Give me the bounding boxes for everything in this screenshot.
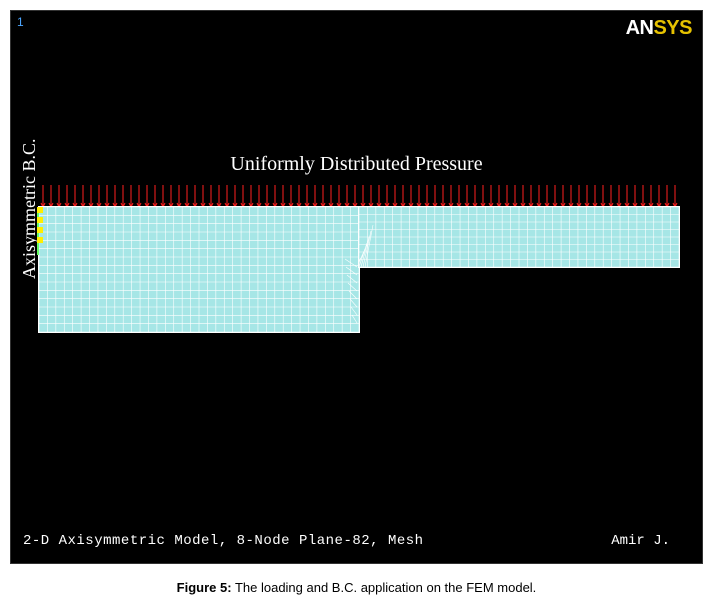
figure-caption-text: The loading and B.C. application on the … bbox=[232, 580, 537, 595]
logo-part-1: AN bbox=[626, 17, 654, 39]
logo-part-2: SYS bbox=[653, 17, 692, 39]
ansys-viewport: 1 ANSYS Uniformly Distributed Pressure A… bbox=[10, 10, 703, 564]
model-info-text: 2-D Axisymmetric Model, 8-Node Plane-82,… bbox=[23, 533, 424, 549]
figure-number: Figure 5: bbox=[177, 580, 232, 595]
right-bc-label: Clamped B.C. bbox=[706, 271, 713, 374]
pressure-title: Uniformly Distributed Pressure bbox=[11, 153, 702, 176]
fem-model bbox=[39, 195, 679, 345]
mesh-thick-grid bbox=[39, 207, 359, 332]
mesh-thin-section bbox=[359, 207, 679, 267]
axis-bc-markers bbox=[37, 207, 45, 332]
mesh-thin-grid bbox=[359, 207, 679, 267]
author-text: Amir J. bbox=[611, 533, 670, 549]
figure-caption: Figure 5: The loading and B.C. applicati… bbox=[0, 580, 713, 595]
mesh-thick-section bbox=[39, 207, 359, 332]
window-id: 1 bbox=[17, 15, 24, 29]
ansys-logo: ANSYS bbox=[626, 17, 692, 40]
